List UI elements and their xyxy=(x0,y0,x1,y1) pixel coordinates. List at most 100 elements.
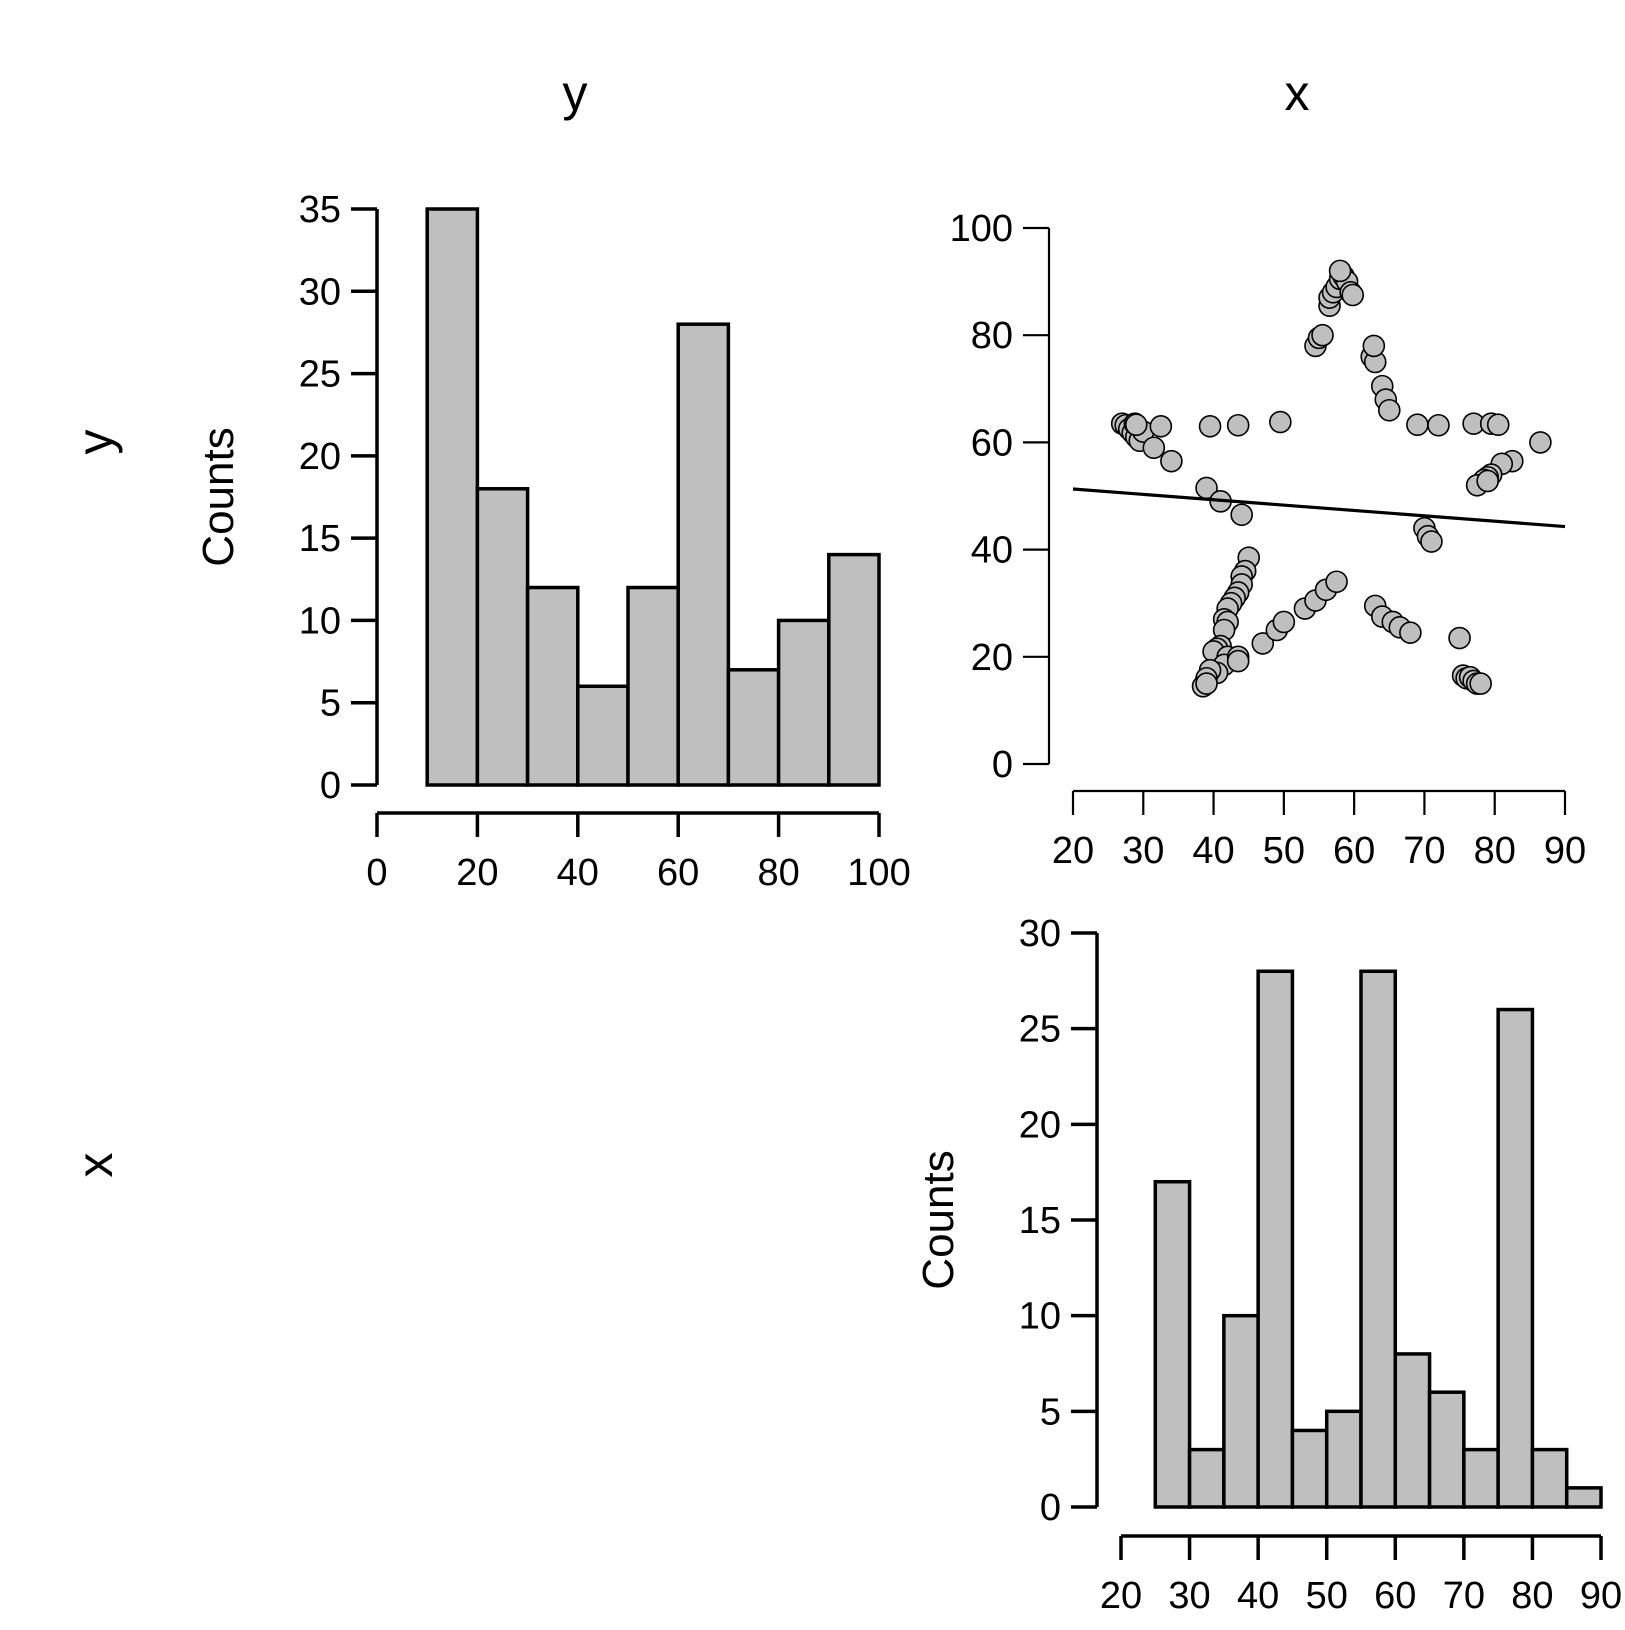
hist-x-xtick-label: 20 xyxy=(1100,1575,1142,1617)
hist-y-ytick-label: 30 xyxy=(299,271,341,313)
hist-y-xtick-label: 20 xyxy=(456,852,498,894)
column-label-y: y xyxy=(563,65,588,121)
scatter-xy-xtick-label: 20 xyxy=(1052,830,1094,872)
hist-x-bar xyxy=(1359,969,1398,1509)
hist-x-xtick-label: 90 xyxy=(1580,1575,1622,1617)
hist-x-bar xyxy=(1530,1447,1569,1509)
hist-x-ytick-label: 0 xyxy=(1040,1487,1061,1529)
scatter-point xyxy=(1328,259,1352,283)
scatter-xy-ytick-label: 40 xyxy=(971,530,1013,572)
scatter-point xyxy=(1325,570,1348,594)
hist-y-ylabel: Counts xyxy=(194,427,243,566)
scatter-xy-xtick-label: 90 xyxy=(1544,830,1586,872)
hist-x-bar xyxy=(1427,1390,1466,1509)
hist-y-ytick-label: 5 xyxy=(320,683,341,725)
scatter-point xyxy=(1476,469,1499,493)
hist-x-bar xyxy=(1324,1409,1363,1509)
row-label-x: x xyxy=(67,1153,123,1178)
scatter-point xyxy=(1311,323,1334,347)
scatter-point xyxy=(1272,610,1296,634)
scatter-point xyxy=(1198,415,1222,438)
scatter-point xyxy=(1226,413,1250,437)
scatter-point xyxy=(1377,398,1401,422)
hist-x-bar xyxy=(1222,1313,1260,1509)
hist-y-ytick-label: 0 xyxy=(320,765,341,807)
hist-x-bar xyxy=(1256,969,1295,1509)
hist-y-bar xyxy=(726,668,781,787)
hist-y-panel: 0 5 10 15 20 25 30 35 0 20 40 60 80 100 xyxy=(299,189,911,894)
hist-y-ytick-label: 35 xyxy=(299,189,341,231)
hist-x-ytick-label: 10 xyxy=(1019,1296,1061,1338)
scatter-point xyxy=(1448,626,1471,650)
hist-x-ytick-label: 20 xyxy=(1019,1104,1061,1146)
scatter-point xyxy=(1251,632,1275,655)
scatter-point xyxy=(1362,334,1386,358)
hist-y-bar xyxy=(676,322,731,787)
hist-y-xtick-label: 60 xyxy=(657,852,699,894)
scatter-point xyxy=(1529,431,1552,454)
scatter-point xyxy=(1486,413,1510,437)
hist-x-xtick-label: 50 xyxy=(1306,1575,1348,1617)
scatter-xy-xtick-label: 50 xyxy=(1263,830,1305,872)
scatter-point xyxy=(1341,283,1365,307)
hist-x-xtick-label: 30 xyxy=(1168,1575,1210,1617)
scatter-trend-line xyxy=(1072,487,1566,529)
scatter-xy-ytick-label: 100 xyxy=(950,208,1013,250)
hist-y-xtick-label: 100 xyxy=(847,852,910,894)
hist-x-bar xyxy=(1393,1352,1432,1509)
scatter-point xyxy=(1269,410,1292,434)
scatter-xy-ytick-label: 20 xyxy=(971,637,1013,679)
row-label-y: y xyxy=(67,430,123,455)
hist-y-xtick-label: 80 xyxy=(757,852,799,894)
hist-y-bar xyxy=(776,618,831,787)
hist-y-bar xyxy=(626,585,680,787)
hist-y-bar xyxy=(576,684,630,787)
hist-y-bar xyxy=(425,207,480,787)
scatter-point xyxy=(1149,415,1173,438)
scatter-point xyxy=(1195,672,1218,695)
scatter-panel: 0 20 40 60 80 100 20 30 40 50 60 70 80 90 xyxy=(950,208,1587,872)
hist-x-ytick-label: 25 xyxy=(1019,1009,1061,1051)
scatter-xy-xtick-label: 70 xyxy=(1403,830,1445,872)
scatter-point xyxy=(1230,503,1253,527)
hist-x-bar xyxy=(1187,1447,1226,1509)
scatter-point xyxy=(1399,621,1422,644)
scatter-point xyxy=(1142,436,1166,460)
hist-x-panel: 0 5 10 15 20 25 30 20 30 40 50 60 70 80 90 xyxy=(1019,913,1622,1617)
column-label-x: x xyxy=(1285,65,1310,121)
scatter-point xyxy=(1427,413,1450,437)
hist-y-ytick-label: 25 xyxy=(299,354,341,396)
hist-x-xtick-label: 60 xyxy=(1374,1575,1416,1617)
scatter-point xyxy=(1226,649,1250,673)
scatter-point xyxy=(1124,413,1148,437)
scatter-xy-xtick-label: 40 xyxy=(1192,830,1234,872)
hist-x-bar xyxy=(1153,1179,1192,1509)
hist-x-bar xyxy=(1290,1428,1329,1509)
hist-y-bar xyxy=(475,487,530,787)
hist-x-bar xyxy=(1496,1007,1535,1509)
scatter-xy-ytick-label: 0 xyxy=(992,744,1013,786)
hist-y-ytick-label: 20 xyxy=(299,436,341,478)
hist-x-ytick-label: 5 xyxy=(1040,1391,1061,1433)
hist-x-ylabel: Counts xyxy=(914,1150,963,1289)
scatter-xy-ytick-label: 60 xyxy=(971,422,1013,464)
hist-y-xtick-label: 40 xyxy=(557,852,599,894)
scatter-xy-ytick-label: 80 xyxy=(971,315,1013,357)
hist-x-bar xyxy=(1462,1447,1500,1509)
hist-y-bar xyxy=(827,552,881,787)
hist-y-bar xyxy=(525,585,580,787)
hist-x-xtick-label: 70 xyxy=(1443,1575,1485,1617)
scatter-point xyxy=(1420,530,1443,553)
hist-y-xtick-label: 0 xyxy=(366,852,387,894)
hist-x-ytick-label: 15 xyxy=(1019,1200,1061,1242)
scatter-point xyxy=(1160,449,1183,473)
scatter-xy-xtick-label: 60 xyxy=(1333,830,1375,872)
hist-x-xtick-label: 80 xyxy=(1511,1575,1553,1617)
scatter-point xyxy=(1406,413,1429,437)
hist-x-bar xyxy=(1564,1486,1603,1509)
hist-y-ytick-label: 15 xyxy=(299,518,341,560)
scatter-point xyxy=(1469,672,1492,695)
hist-y-ytick-label: 10 xyxy=(299,600,341,642)
